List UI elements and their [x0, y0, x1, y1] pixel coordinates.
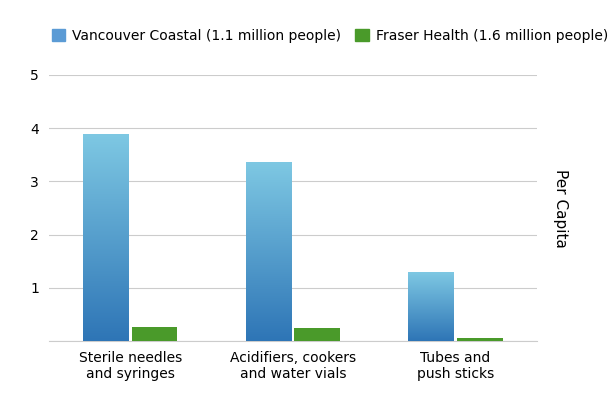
Legend: Vancouver Coastal (1.1 million people), Fraser Health (1.6 million people): Vancouver Coastal (1.1 million people), … — [46, 23, 610, 48]
Y-axis label: Per Capita: Per Capita — [553, 168, 569, 248]
Bar — [132, 327, 178, 341]
Bar — [295, 328, 340, 341]
Bar — [457, 338, 503, 341]
